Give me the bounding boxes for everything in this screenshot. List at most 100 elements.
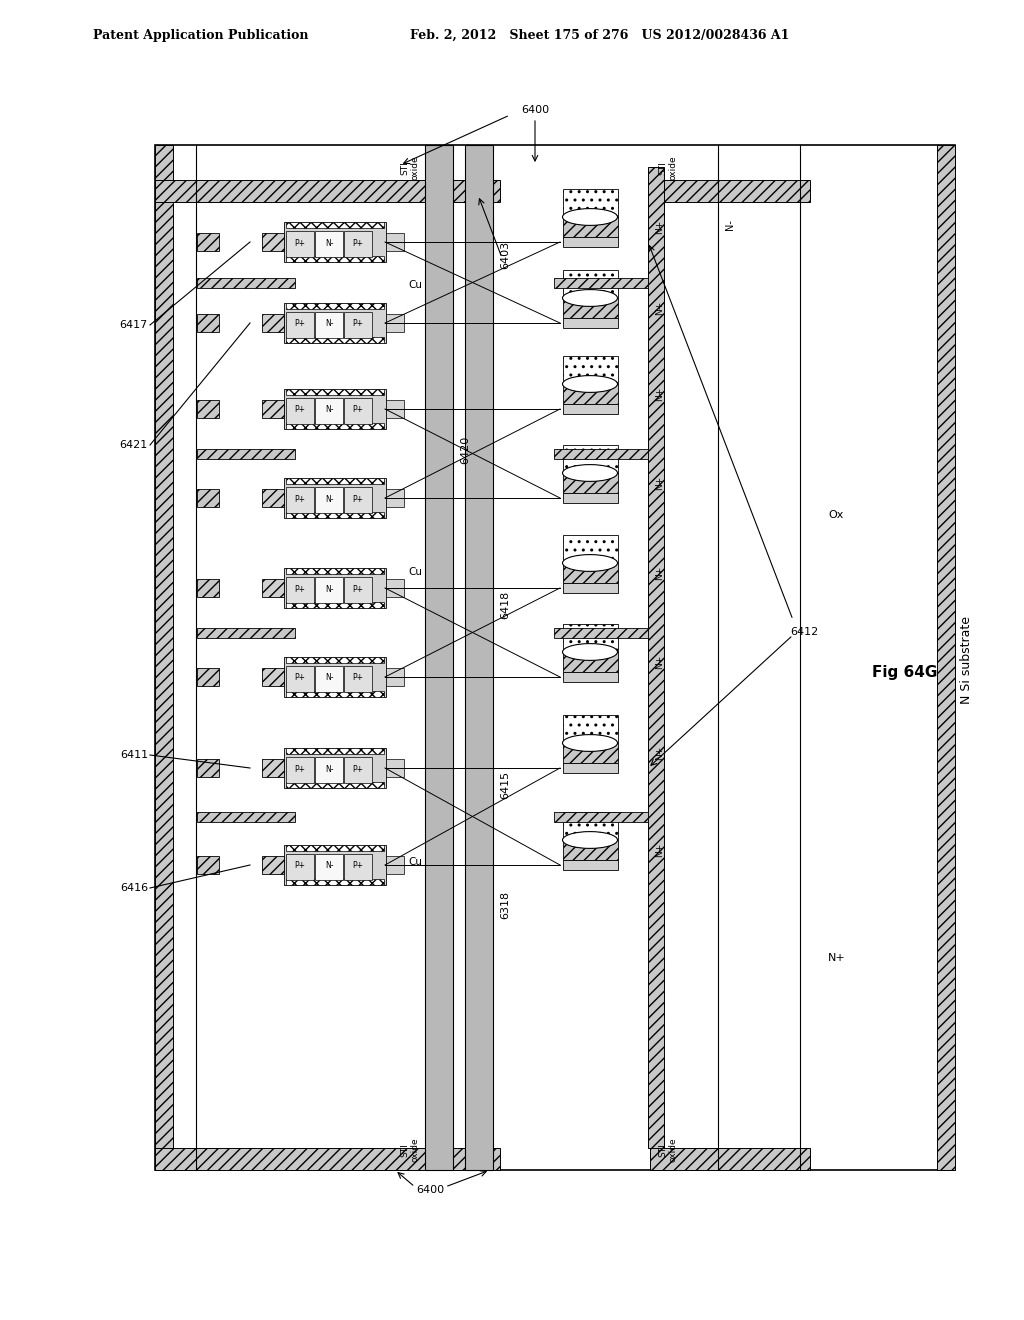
Bar [562,812,617,840]
Text: N-: N- [325,239,333,248]
Text: P+: P+ [295,673,305,682]
Text: 6420: 6420 [460,436,470,465]
Bar [284,222,386,261]
Text: 6417: 6417 [120,319,148,330]
Bar [562,216,617,238]
Bar [315,399,343,424]
Bar [344,577,372,603]
Text: 6400: 6400 [416,1185,444,1195]
Text: N+: N+ [655,566,665,579]
Bar [650,180,810,202]
Text: Cu: Cu [408,280,422,290]
Text: N+: N+ [655,843,665,857]
Bar [197,314,219,333]
Bar [344,487,372,513]
Text: N-: N- [325,405,333,414]
Text: Patent Application Publication: Patent Application Publication [93,29,308,41]
Text: STI
oxide: STI oxide [658,1138,678,1163]
Text: 6416: 6416 [120,883,148,894]
Text: P+: P+ [295,495,305,503]
Bar [562,271,617,298]
Text: P+: P+ [352,764,364,774]
Bar [386,759,404,777]
Bar [562,473,617,492]
Bar [315,487,343,513]
Text: STI
oxide: STI oxide [658,156,678,181]
Bar [562,715,617,743]
Text: 6418: 6418 [500,591,510,619]
Bar [262,759,284,777]
Bar [562,861,617,870]
Bar [286,657,384,663]
Bar [562,445,617,473]
Bar [562,624,617,652]
Bar [344,312,372,338]
Bar [562,318,617,327]
Text: N Si substrate: N Si substrate [961,616,974,704]
Bar [562,384,617,404]
Bar [286,756,314,783]
Bar [286,304,384,309]
Bar [286,577,314,603]
Text: N-: N- [325,862,333,870]
Bar [155,180,500,202]
Text: Cu: Cu [408,568,422,577]
Bar [315,756,343,783]
Bar [315,312,343,338]
Text: 6412: 6412 [790,627,818,638]
Bar [386,314,404,333]
Bar [562,535,617,564]
Ellipse shape [562,832,617,849]
Bar [286,845,384,851]
Text: N-: N- [325,495,333,503]
Bar [562,238,617,247]
Bar [315,231,343,257]
Ellipse shape [562,735,617,751]
Bar [286,478,384,484]
Bar [315,577,343,603]
Bar [197,855,219,874]
Bar [286,312,314,338]
Ellipse shape [562,465,617,482]
Text: P+: P+ [295,405,305,414]
Text: P+: P+ [352,585,364,594]
Bar [562,583,617,593]
Text: P+: P+ [295,319,305,329]
Text: P+: P+ [352,319,364,329]
Bar [262,579,284,597]
Text: N-: N- [325,764,333,774]
Text: 6411: 6411 [120,750,148,760]
Text: P+: P+ [352,405,364,414]
Ellipse shape [562,554,617,572]
Bar [197,628,295,638]
Bar [286,231,314,257]
Text: P+: P+ [352,673,364,682]
Text: 6421: 6421 [120,440,148,450]
Bar [386,234,404,251]
Text: 6403: 6403 [500,242,510,269]
Bar [562,743,617,763]
Bar [386,488,404,507]
Text: 6318: 6318 [500,891,510,919]
Bar [197,449,295,459]
Text: P+: P+ [295,239,305,248]
Bar [562,298,617,318]
Bar [286,399,314,424]
Bar [562,356,617,384]
Bar [262,668,284,686]
Bar [262,400,284,418]
Text: N+: N+ [655,387,665,401]
Text: N-: N- [325,319,333,329]
Bar [284,389,386,429]
Bar [562,189,617,216]
Bar [554,812,648,822]
Bar [554,449,648,459]
Bar [286,568,384,574]
Bar [286,389,384,395]
Bar [386,579,404,597]
Bar [562,672,617,682]
Bar [197,579,219,597]
Bar [155,145,173,1170]
Text: P+: P+ [295,585,305,594]
Bar [286,781,384,788]
